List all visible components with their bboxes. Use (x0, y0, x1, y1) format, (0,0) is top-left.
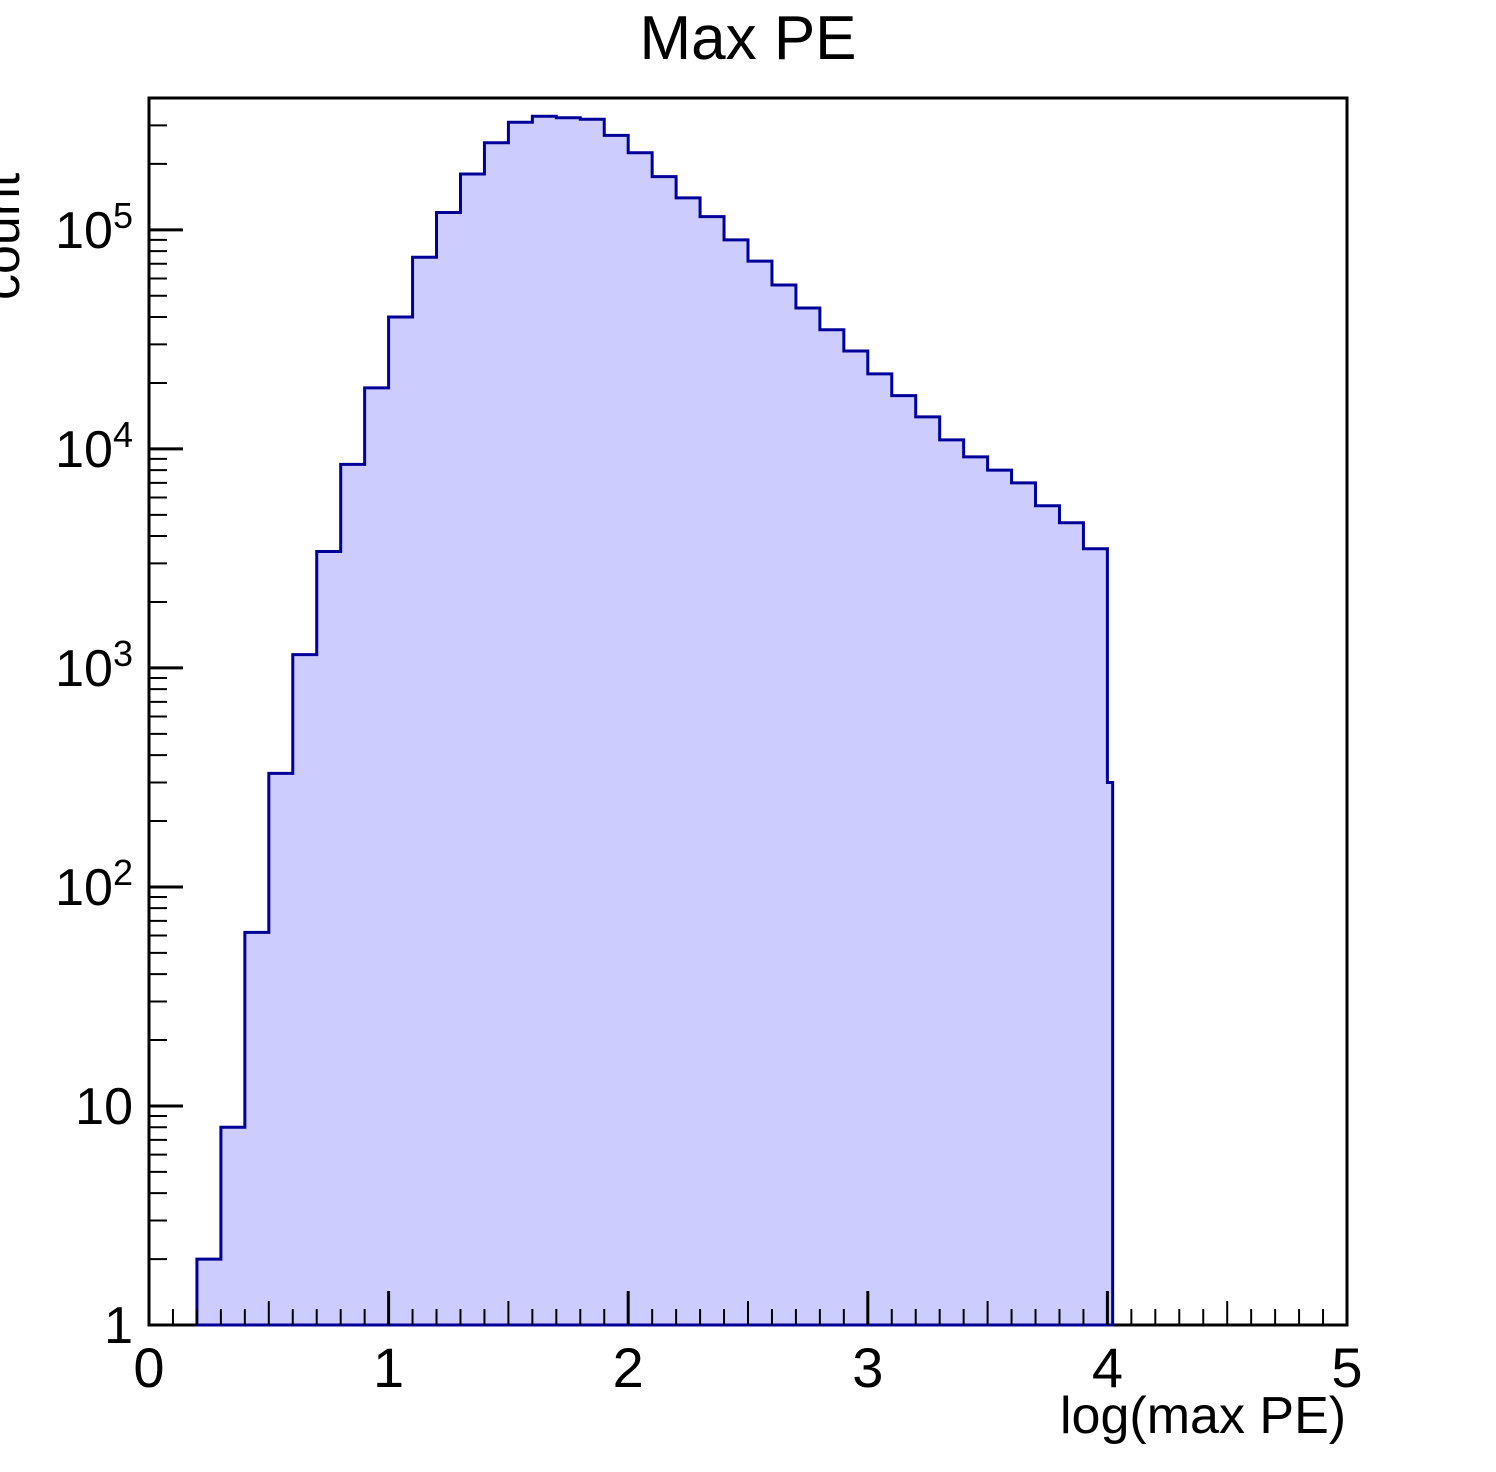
y-tick-label: 105 (55, 195, 133, 260)
x-tick-label: 0 (133, 1336, 164, 1399)
y-axis-ticks (149, 97, 183, 1327)
x-axis-ticks (147, 1291, 1349, 1325)
x-axis-label: log(max PE) (1060, 1387, 1347, 1445)
x-tick-label: 4 (1092, 1336, 1123, 1399)
y-axis-tick-labels: 1 10 102 103 104 105 (55, 195, 133, 1355)
x-tick-label: 1 (373, 1336, 404, 1399)
x-axis-tick-labels: 0 1 2 3 4 5 (133, 1336, 1362, 1399)
y-tick-label: 102 (55, 852, 133, 917)
histogram-outline (195, 114, 1115, 1327)
x-tick-label: 3 (852, 1336, 883, 1399)
x-tick-label: 5 (1331, 1336, 1362, 1399)
x-tick-label: 2 (613, 1336, 644, 1399)
y-tick-label: 103 (55, 633, 133, 698)
y-tick-label: 104 (55, 414, 133, 479)
y-tick-label: 1 (104, 1297, 133, 1355)
y-tick-label: 10 (75, 1078, 133, 1136)
page-title: Max PE (639, 4, 857, 73)
histogram-fill (196, 116, 1113, 1325)
